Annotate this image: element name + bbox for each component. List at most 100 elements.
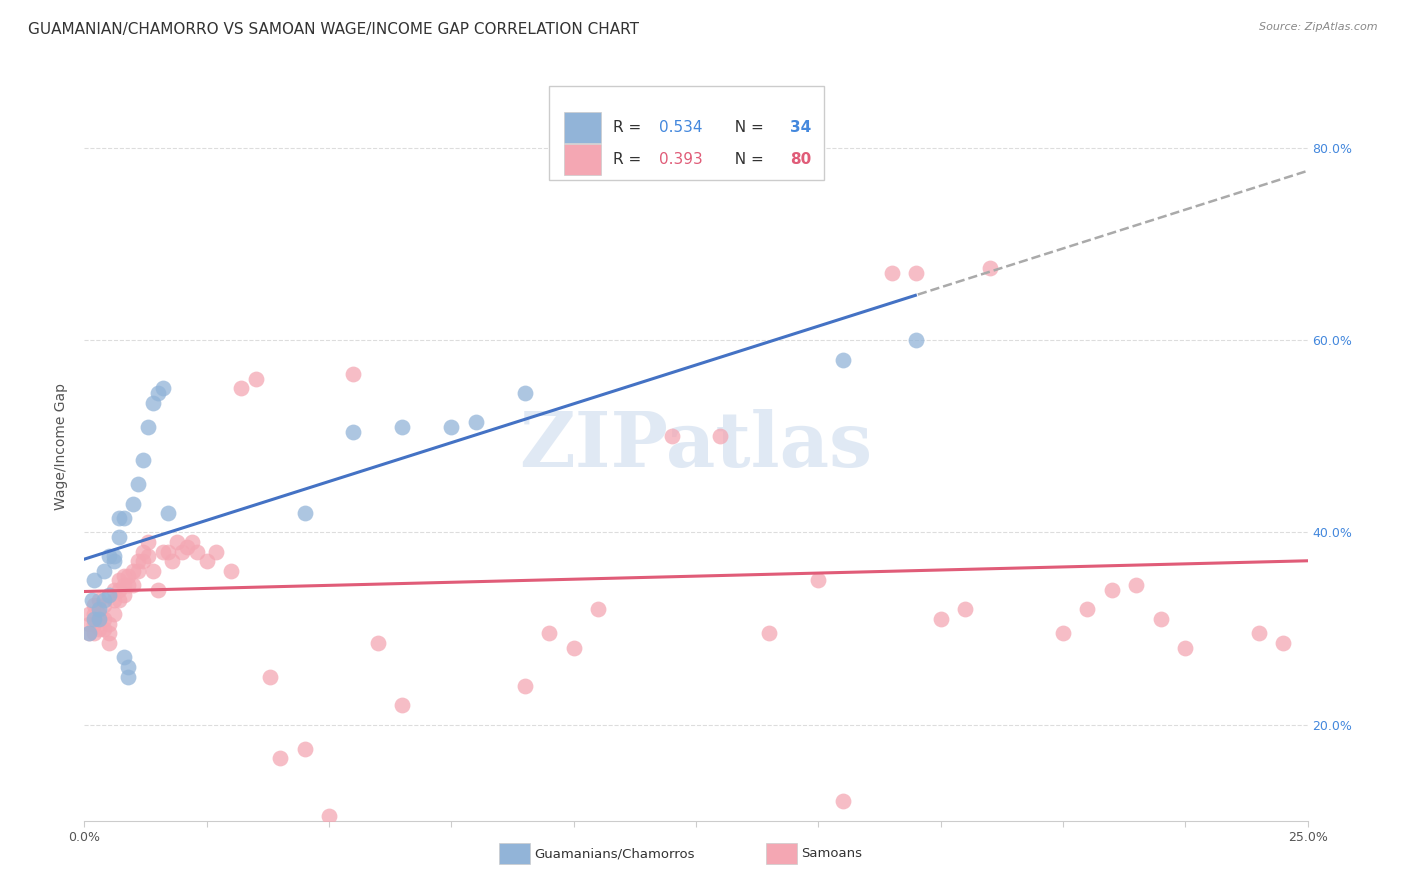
Point: [127, 564, 149, 578]
Point: [83, 607, 105, 621]
Point: [97, 588, 120, 602]
FancyBboxPatch shape: [550, 87, 824, 180]
Point: [1272, 636, 1295, 650]
Point: [1052, 626, 1074, 640]
Point: [97, 616, 120, 631]
Point: [294, 506, 316, 520]
Point: [831, 352, 853, 367]
Point: [77, 626, 100, 640]
Point: [93, 598, 115, 612]
Y-axis label: Wage/Income Gap: Wage/Income Gap: [55, 383, 69, 509]
Point: [152, 544, 174, 558]
Point: [807, 574, 830, 588]
Point: [294, 741, 316, 756]
Point: [112, 568, 135, 582]
Point: [103, 583, 125, 598]
Point: [107, 511, 129, 525]
Point: [367, 636, 389, 650]
Point: [77, 616, 100, 631]
Point: [586, 602, 609, 616]
Point: [93, 564, 115, 578]
Point: [122, 497, 145, 511]
Point: [176, 540, 198, 554]
Point: [186, 544, 208, 558]
Point: [77, 607, 100, 621]
Point: [142, 396, 165, 410]
Text: R =: R =: [613, 152, 645, 167]
Point: [83, 598, 105, 612]
Bar: [499, 843, 530, 864]
Point: [318, 809, 340, 823]
Point: [166, 535, 188, 549]
Point: [112, 578, 135, 592]
Text: 34: 34: [790, 120, 811, 135]
Point: [661, 429, 683, 443]
Point: [136, 535, 159, 549]
Text: 0.393: 0.393: [659, 152, 703, 167]
Point: [83, 616, 105, 631]
Point: [709, 429, 731, 443]
Point: [107, 574, 129, 588]
Point: [831, 794, 853, 808]
Point: [342, 367, 364, 381]
Point: [87, 612, 110, 626]
Point: [1247, 626, 1270, 640]
Point: [87, 592, 110, 607]
Point: [1076, 602, 1098, 616]
Point: [146, 386, 169, 401]
Point: [97, 636, 120, 650]
Point: [229, 381, 252, 395]
Point: [136, 419, 159, 434]
Point: [87, 612, 110, 626]
Point: [156, 506, 179, 520]
Point: [103, 554, 125, 568]
Bar: [766, 843, 797, 864]
Text: Source: ZipAtlas.com: Source: ZipAtlas.com: [1260, 22, 1378, 32]
Text: Samoans: Samoans: [801, 847, 862, 860]
Point: [122, 564, 145, 578]
Point: [136, 549, 159, 564]
Point: [77, 626, 100, 640]
Point: [103, 592, 125, 607]
Point: [97, 626, 120, 640]
Point: [162, 554, 184, 568]
Point: [342, 425, 364, 439]
Point: [112, 511, 135, 525]
Point: [1174, 640, 1197, 655]
Point: [132, 554, 155, 568]
Point: [93, 592, 115, 607]
Point: [107, 530, 129, 544]
Text: 80: 80: [790, 152, 811, 167]
Point: [117, 568, 139, 582]
Point: [112, 588, 135, 602]
Point: [112, 650, 135, 665]
Point: [440, 419, 463, 434]
Point: [269, 751, 291, 765]
Point: [538, 626, 561, 640]
Point: [97, 549, 120, 564]
Point: [87, 607, 110, 621]
Point: [464, 415, 486, 429]
Point: [953, 602, 976, 616]
Point: [391, 419, 413, 434]
Point: [513, 386, 536, 401]
Point: [83, 574, 105, 588]
Point: [122, 578, 145, 592]
Point: [117, 669, 139, 683]
Point: [83, 626, 105, 640]
Point: [93, 622, 115, 636]
Text: N =: N =: [725, 120, 769, 135]
Point: [107, 583, 129, 598]
Point: [905, 334, 928, 348]
Point: [205, 544, 228, 558]
Text: GUAMANIAN/CHAMORRO VS SAMOAN WAGE/INCOME GAP CORRELATION CHART: GUAMANIAN/CHAMORRO VS SAMOAN WAGE/INCOME…: [28, 22, 640, 37]
FancyBboxPatch shape: [564, 112, 600, 144]
Text: N =: N =: [725, 152, 769, 167]
Point: [152, 381, 174, 395]
Point: [1101, 583, 1123, 598]
Point: [513, 679, 536, 693]
Point: [80, 592, 103, 607]
Point: [127, 477, 149, 491]
Point: [1125, 578, 1147, 592]
Point: [259, 669, 281, 683]
